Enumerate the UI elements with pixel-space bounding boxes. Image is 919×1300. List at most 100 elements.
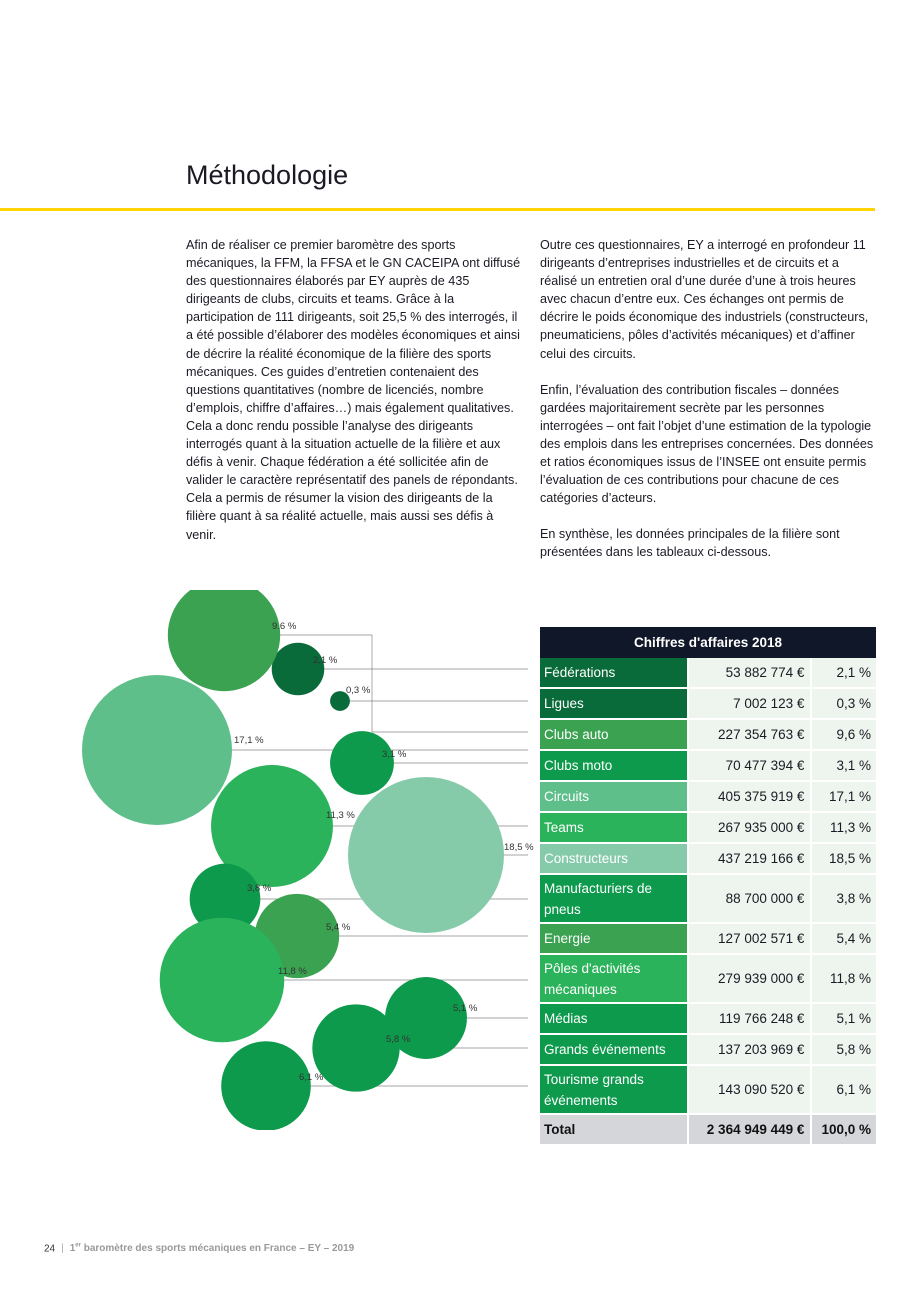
bubble-connector: [270, 634, 528, 733]
bubble-label: 5,4 %: [326, 922, 351, 933]
bubble-label: 18,5 %: [504, 842, 534, 853]
row-label: Teams: [540, 813, 688, 844]
row-pct: 0,3 %: [810, 689, 876, 720]
bubble-label: 3,8 %: [247, 883, 272, 894]
table-row: Médias 119 766 248 €5,1 %: [540, 1004, 876, 1035]
bubble-label: 5,1 %: [453, 1003, 478, 1014]
right-paragraph: En synthèse, les données principales de …: [540, 527, 840, 560]
page-footer: 24 | 1er baromètre des sports mécaniques e…: [44, 1243, 355, 1255]
row-value: 88 700 000 €: [687, 875, 811, 924]
bubble-4: [82, 675, 232, 825]
row-value: 70 477 394 €: [687, 751, 811, 782]
total-label: Total: [540, 1115, 688, 1146]
bubble-label: 11,8 %: [278, 966, 307, 977]
bubble-label: 2,1 %: [313, 655, 338, 666]
total-pct: 100,0 %: [810, 1115, 876, 1146]
table-row: Clubs moto 70 477 394 €3,1 %: [540, 751, 876, 782]
bubble-chart: 2,1 % 0,3 % 9.6 % 3,1 % 17,1 % 11,3 % 18,5 % 3,…: [82, 590, 534, 1130]
table-row: Pôles d'activités mécaniques 279 939 000 …: [540, 955, 876, 1004]
row-label: Ligues: [540, 689, 688, 720]
bubble-5: [211, 765, 333, 887]
row-pct: 5,1 %: [810, 1004, 876, 1035]
row-value: 137 203 969 €: [687, 1035, 811, 1066]
row-pct: 5,4 %: [810, 924, 876, 955]
bubble-label: 3,1 %: [382, 749, 407, 760]
row-label: Grands événements: [540, 1035, 688, 1066]
row-value: 119 766 248 €: [687, 1004, 811, 1035]
bubble-label: 17,1 %: [234, 735, 264, 746]
bubble-6: [348, 777, 504, 933]
table-row: Fédérations 53 882 774 €2,1 %: [540, 658, 876, 689]
total-value: 2 364 949 449 €: [687, 1115, 811, 1146]
row-pct: 18,5 %: [810, 844, 876, 875]
footer-ordinal-sup: er: [75, 1243, 81, 1249]
row-value: 143 090 520 €: [687, 1066, 811, 1115]
row-label: Fédérations: [540, 658, 688, 689]
row-pct: 6,1 %: [810, 1066, 876, 1115]
row-label: Circuits: [540, 782, 688, 813]
table-row: Clubs auto 227 354 763 €9,6 %: [540, 720, 876, 751]
row-pct: 11,3 %: [810, 813, 876, 844]
row-value: 267 935 000 €: [687, 813, 811, 844]
row-label: Pôles d'activités mécaniques: [540, 955, 688, 1004]
bubble-11: [312, 1004, 400, 1092]
bubble-label: 0,3 %: [346, 685, 371, 696]
revenue-table: Chiffres d'affaires 2018 Fédérations 53 8…: [540, 627, 876, 1146]
row-value: 227 354 763 €: [687, 720, 811, 751]
table-row: Tourisme grands événements 143 090 520 €6…: [540, 1066, 876, 1115]
bubble-2: [167, 590, 281, 692]
table-row: Ligues 7 002 123 €0,3 %: [540, 689, 876, 720]
row-pct: 3,8 %: [810, 875, 876, 924]
footer-title: baromètre des sports mécaniques en Franc…: [80, 1243, 355, 1255]
table-row: Energie 127 002 571 €5,4 %: [540, 924, 876, 955]
row-value: 279 939 000 €: [687, 955, 811, 1004]
bubble-12: [221, 1041, 311, 1130]
right-column: Outre ces questionnaires, EY a interrogé…: [540, 236, 876, 580]
row-pct: 9,6 %: [810, 720, 876, 751]
bubble-label: 9.6 %: [272, 621, 297, 632]
row-value: 7 002 123 €: [687, 689, 811, 720]
row-pct: 5,8 %: [810, 1035, 876, 1066]
row-label: Manufacturiers de pneus: [540, 875, 688, 924]
left-paragraph: Afin de réaliser ce premier baromètre de…: [186, 238, 521, 542]
bubble-9: [159, 917, 285, 1043]
table-body: Fédérations 53 882 774 €2,1 % Ligues 7 002 …: [540, 658, 876, 1115]
footer-text: 1er baromètre des sports mécaniques en F…: [70, 1243, 355, 1254]
row-label: Médias: [540, 1004, 688, 1035]
table-row: Constructeurs 437 219 166 €18,5 %: [540, 844, 876, 875]
table-header-row: Chiffres d'affaires 2018: [540, 627, 876, 658]
right-paragraph: Enfin, l’évaluation des contribution fis…: [540, 382, 874, 506]
row-value: 127 002 571 €: [687, 924, 811, 955]
right-paragraph: Outre ces questionnaires, EY a interrogé…: [540, 238, 869, 361]
page-title: Méthodologie: [186, 160, 349, 190]
row-pct: 11,8 %: [810, 955, 876, 1004]
page-number: 24: [44, 1243, 56, 1255]
row-value: 437 219 166 €: [687, 844, 811, 875]
table-row: Teams 267 935 000 €11,3 %: [540, 813, 876, 844]
bubble-7: [189, 863, 261, 935]
row-label: Constructeurs: [540, 844, 688, 875]
row-pct: 17,1 %: [810, 782, 876, 813]
table-total-row: Total 2 364 949 449 € 100,0 %: [540, 1115, 876, 1146]
bubble-3: [330, 731, 394, 795]
bubble-label: 6,1 %: [299, 1072, 324, 1083]
bubble-label: 11,3 %: [326, 810, 355, 821]
row-label: Clubs auto: [540, 720, 688, 751]
table-row: Grands événements 137 203 969 €5,8 %: [540, 1035, 876, 1066]
bubble-0: [271, 642, 325, 696]
row-label: Energie: [540, 924, 688, 955]
row-label: Clubs moto: [540, 751, 688, 782]
table-header: Chiffres d'affaires 2018: [540, 627, 876, 658]
title-rule: [0, 208, 875, 211]
bubble-label: 5,8 %: [386, 1034, 411, 1045]
table-row: Circuits 405 375 919 €17,1 %: [540, 782, 876, 813]
bubble-1: [330, 691, 350, 711]
row-pct: 2,1 %: [810, 658, 876, 689]
left-column: Afin de réaliser ce premier baromètre de…: [186, 236, 522, 562]
row-pct: 3,1 %: [810, 751, 876, 782]
row-value: 53 882 774 €: [687, 658, 811, 689]
footer-ordinal: 1: [69, 1243, 76, 1255]
table-row: Manufacturiers de pneus 88 700 000 €3,8 %: [540, 875, 876, 924]
row-label: Tourisme grands événements: [540, 1066, 688, 1115]
row-value: 405 375 919 €: [687, 782, 811, 813]
